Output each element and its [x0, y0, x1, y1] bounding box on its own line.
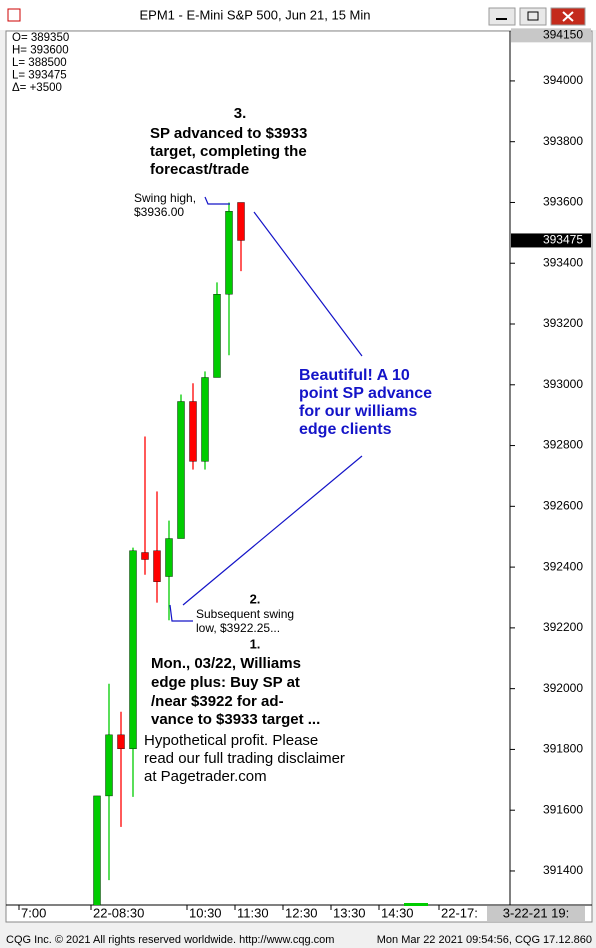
y-tick-label: 394000	[543, 73, 583, 87]
annotation-text: $3936.00	[134, 205, 184, 219]
x-tick-label: 13:30	[333, 905, 366, 920]
annotation-text: 3.	[234, 105, 247, 122]
annotation-text: Subsequent swing	[196, 607, 294, 621]
annotation-text: low, $3922.25...	[196, 621, 280, 635]
candle-body	[165, 538, 173, 577]
annotation-text: 1.	[250, 636, 261, 651]
y-tick-label: 392200	[543, 620, 583, 634]
status-bar	[0, 926, 596, 948]
y-tick-label: 393200	[543, 316, 583, 330]
y-tick-label: 393400	[543, 255, 583, 269]
x-tick-label: 22-08:30	[93, 905, 144, 920]
annotation-text: Beautiful! A 10	[299, 367, 410, 384]
annotations: 3. SP advanced to $3933 target, completi…	[134, 105, 432, 785]
annotation-line	[169, 196, 363, 622]
annotation-text: vance to $3933 target ...	[151, 711, 320, 728]
candle-body	[237, 202, 245, 241]
maximize-button[interactable]	[519, 7, 547, 26]
chart-panel	[5, 30, 593, 923]
annotation-text: edge clients	[299, 421, 392, 438]
y-tick-label: 392400	[543, 559, 583, 573]
annotation-text: for our williams	[299, 403, 417, 420]
candle-body	[213, 294, 221, 378]
annotation-text: edge plus: Buy SP at	[151, 674, 300, 691]
y-tick-label: 392000	[543, 681, 583, 695]
annotation-text: Swing high,	[134, 191, 196, 205]
icon	[562, 11, 574, 22]
last-price-box	[511, 233, 591, 248]
footer-right: Mon Mar 22 2021 09:54:56, CQG 17.12.860	[377, 934, 592, 946]
minimize-button[interactable]	[488, 7, 516, 26]
annotation-text: target, completing the	[150, 143, 307, 160]
candle-body	[93, 795, 101, 905]
annotation-text: Hypothetical profit. Please	[144, 732, 318, 749]
top-price-box	[511, 28, 591, 43]
annotation-text: Mon., 03/22, Williams	[151, 655, 301, 672]
annotation-text: /near $3922 for ad-	[151, 693, 284, 710]
x-tick-label: 7:00	[21, 905, 46, 920]
y-tick-label: 392600	[543, 499, 583, 513]
info-line: L= 393475	[12, 70, 67, 82]
last-price-label: 393475	[543, 233, 583, 247]
y-tick-label: 391600	[543, 802, 583, 816]
x-tick-label: 22-17:	[441, 905, 478, 920]
info-line: H= 393600	[12, 45, 69, 57]
x-tick-label: 11:30	[237, 905, 269, 920]
info-line: L= 388500	[12, 57, 67, 69]
session-marker	[404, 903, 428, 906]
y-tick-label: 391800	[543, 742, 583, 756]
plot	[93, 202, 245, 905]
date-box-label: 3-22-21 19:	[503, 905, 570, 920]
footer-left: CQG Inc. © 2021 All rights reserved worl…	[6, 934, 334, 946]
annotation-text: at Pagetrader.com	[144, 768, 267, 785]
window-buttons[interactable]	[488, 7, 586, 26]
annotation-text: SP advanced to $3933	[150, 125, 307, 142]
x-tick-label: 10:30	[189, 905, 222, 920]
x-tick-label: 12:30	[285, 905, 318, 920]
candle-body	[225, 211, 233, 295]
candle-body	[129, 550, 137, 750]
annotation-text: 2.	[250, 591, 261, 606]
annotation-text: read our full trading disclaimer	[144, 750, 345, 767]
candle-body	[201, 377, 209, 462]
date-box	[487, 906, 585, 921]
info-line: O= 389350	[12, 32, 69, 44]
y-tick-label: 393800	[543, 134, 583, 148]
y-tick-label: 392800	[543, 438, 583, 452]
app-icon	[7, 8, 21, 22]
window-title: EPM1 - E-Mini S&P 500, Jun 21, 15 Min	[140, 7, 371, 22]
y-tick-label: 393000	[543, 377, 583, 391]
info-line: Δ= +3500	[12, 82, 62, 94]
icon	[527, 11, 539, 21]
candle-body	[153, 550, 161, 582]
annotation-text: forecast/trade	[150, 161, 249, 178]
candle-body	[141, 552, 149, 560]
candle-body	[105, 734, 113, 797]
top-price-label: 394150	[543, 28, 583, 42]
annotation-text: point SP advance	[299, 385, 432, 402]
x-tick-label: 14:30	[381, 905, 414, 920]
candle-body	[177, 401, 185, 539]
y-tick-label: 391400	[543, 863, 583, 877]
candle-body	[189, 401, 197, 462]
candle-body	[117, 734, 125, 750]
y-tick-label: 393600	[543, 195, 583, 209]
